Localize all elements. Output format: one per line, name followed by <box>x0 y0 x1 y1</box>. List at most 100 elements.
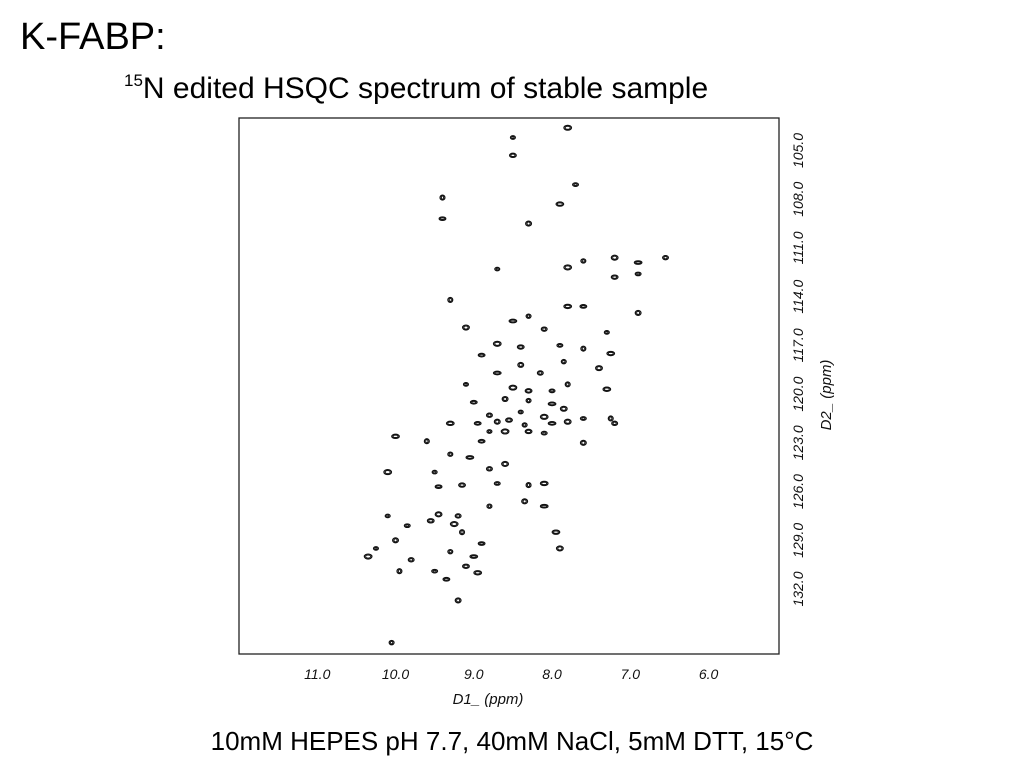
x-tick-label-5: 6.0 <box>699 666 719 682</box>
y-tick-label-7: 126.0 <box>790 474 806 509</box>
peak-77 <box>539 480 549 487</box>
peak-102 <box>442 576 451 582</box>
x-tick-label-2: 9.0 <box>464 666 484 682</box>
peak-76 <box>525 482 532 489</box>
peak-23 <box>540 326 548 332</box>
x-axis-label: D1_ (ppm) <box>453 691 524 708</box>
peak-13 <box>563 264 573 271</box>
peak-93 <box>469 554 479 559</box>
peak-72 <box>431 469 438 475</box>
peak-35 <box>536 370 544 376</box>
peak-66 <box>477 438 486 444</box>
peak-56 <box>521 422 528 428</box>
peak-82 <box>434 511 443 518</box>
peak-85 <box>449 521 459 528</box>
y-tick-label-0: 105.0 <box>790 133 806 168</box>
peak-54 <box>473 421 482 426</box>
peak-74 <box>458 482 466 488</box>
peak-71 <box>485 466 493 472</box>
peak-16 <box>447 296 454 303</box>
y-axis-label: D2_ (ppm) <box>818 360 835 431</box>
peak-59 <box>611 420 619 427</box>
peak-26 <box>516 344 525 350</box>
peak-55 <box>493 418 501 425</box>
y-tick-label-5: 120.0 <box>790 376 806 411</box>
peak-47 <box>485 412 493 418</box>
peak-1 <box>563 124 573 131</box>
peak-layer <box>363 124 670 646</box>
peak-78 <box>434 484 443 490</box>
peak-92 <box>447 548 454 555</box>
peak-48 <box>517 409 524 415</box>
peak-29 <box>606 350 616 357</box>
peak-42 <box>469 399 478 405</box>
peak-43 <box>501 395 509 403</box>
peak-51 <box>579 416 587 421</box>
peak-52 <box>607 415 614 422</box>
peak-38 <box>524 388 533 394</box>
peak-18 <box>579 304 588 309</box>
peak-90 <box>477 541 486 546</box>
y-tick-label-1: 108.0 <box>790 181 806 216</box>
plot-frame <box>238 117 780 655</box>
peak-86 <box>426 518 435 524</box>
peak-37 <box>508 384 518 391</box>
x-tick-label-3: 8.0 <box>542 666 562 682</box>
peak-0 <box>509 135 516 140</box>
y-tick-label-2: 111.0 <box>790 231 806 264</box>
peak-32 <box>560 358 567 365</box>
slide-subtitle: 15N edited HSQC spectrum of stable sampl… <box>124 71 709 105</box>
subtitle-text: N edited HSQC spectrum of stable sample <box>142 72 709 105</box>
peak-57 <box>547 421 557 426</box>
peak-58 <box>563 418 572 425</box>
peak-81 <box>539 503 549 509</box>
peak-73 <box>383 469 393 476</box>
peak-80 <box>486 503 493 509</box>
peak-65 <box>391 433 400 440</box>
peak-46 <box>559 405 568 412</box>
slide-title: K-FABP: <box>20 16 166 58</box>
peak-69 <box>465 455 475 460</box>
peak-89 <box>551 529 561 535</box>
peak-34 <box>595 365 603 372</box>
y-tick-label-6: 123.0 <box>790 425 806 460</box>
peak-44 <box>525 397 532 404</box>
peak-84 <box>384 513 391 519</box>
y-tick-label-8: 129.0 <box>790 523 806 558</box>
peak-63 <box>540 430 548 436</box>
peak-20 <box>525 313 532 319</box>
subtitle-superscript: 15 <box>124 71 143 90</box>
peak-19 <box>634 309 642 316</box>
peak-95 <box>407 557 415 563</box>
peak-33 <box>492 370 502 376</box>
peak-100 <box>396 568 403 575</box>
peak-28 <box>580 345 587 352</box>
y-tick-labels: 105.0 108.0 111.0 114.0 117.0 120.0 123.0 126.0… <box>790 133 806 607</box>
peak-30 <box>477 352 486 358</box>
peak-7 <box>525 220 533 227</box>
peak-36 <box>462 382 470 387</box>
peak-39 <box>548 388 556 394</box>
peak-25 <box>492 340 502 347</box>
peak-64 <box>423 438 430 445</box>
peak-49 <box>539 413 549 420</box>
y-tick-label-3: 114.0 <box>790 279 806 313</box>
peak-10 <box>610 254 619 261</box>
peak-12 <box>494 266 501 272</box>
peak-75 <box>493 481 501 486</box>
peak-14 <box>610 274 619 280</box>
peak-22 <box>462 324 470 331</box>
peak-97 <box>363 553 373 560</box>
peak-103 <box>454 597 462 604</box>
peak-62 <box>524 428 533 435</box>
y-tick-label-9: 132.0 <box>790 571 806 606</box>
peak-27 <box>556 343 564 348</box>
peak-87 <box>403 523 411 529</box>
peak-101 <box>473 570 483 576</box>
peak-15 <box>634 271 642 277</box>
peak-21 <box>508 318 518 324</box>
peak-40 <box>564 381 571 388</box>
peak-6 <box>438 216 447 222</box>
y-tick-label-4: 117.0 <box>790 328 806 362</box>
